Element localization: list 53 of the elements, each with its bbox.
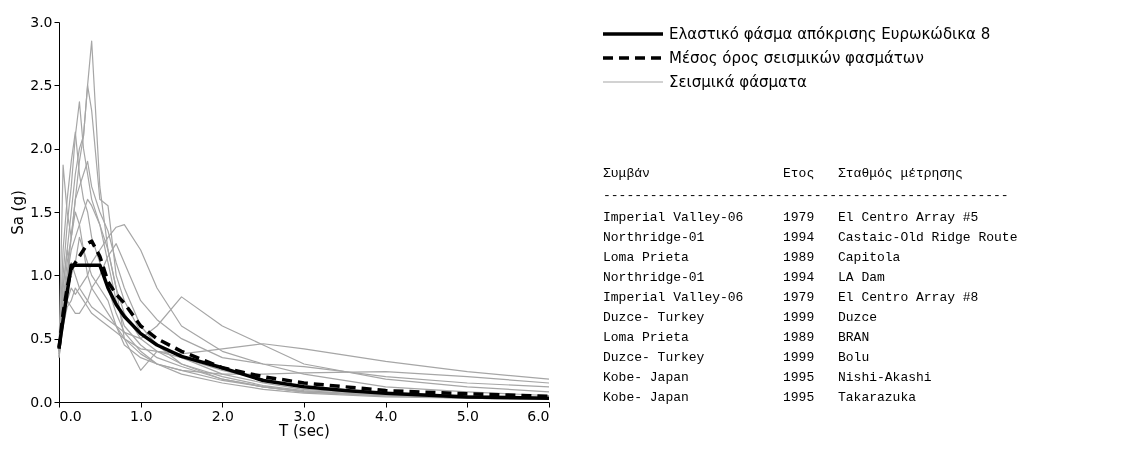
x-tick-label: 4.0	[375, 407, 398, 424]
text: 1979	[783, 210, 815, 225]
x-tick-label: 1.0	[130, 407, 153, 424]
text: 1999	[783, 310, 815, 325]
text: ----------------------------------------------------	[603, 188, 1009, 203]
x-tick-label: 3.0	[293, 407, 316, 424]
text: El Centro Array #5	[838, 210, 979, 225]
x-tick-label: 0.0	[59, 407, 82, 424]
x-tick-label: 2.0	[211, 407, 234, 424]
text: Loma Prieta	[603, 330, 690, 345]
text: Duzce	[838, 310, 878, 325]
text: 1999	[783, 350, 815, 365]
text: Συμβάν	[603, 166, 650, 181]
y-tick-label: 0.5	[30, 330, 53, 347]
text: BRAN	[838, 330, 870, 345]
text: 1995	[783, 390, 815, 405]
legend-label: Ελαστικό φάσμα απόκρισης Ευρωκώδικα 8	[669, 25, 991, 43]
text: Takarazuka	[838, 390, 917, 405]
text: El Centro Array #8	[838, 290, 979, 305]
text: Imperial Valley-06	[603, 290, 744, 305]
text: Kobe- Japan	[603, 390, 689, 405]
y-tick-label: 3.0	[30, 13, 53, 30]
text: Loma Prieta	[603, 250, 690, 265]
text: Σταθμός μέτρησης	[838, 166, 963, 181]
y-tick-label: 2.5	[30, 76, 53, 93]
x-tick-label: 6.0	[527, 407, 550, 424]
legend-label: Μέσος όρος σεισμικών φασμάτων	[669, 49, 924, 67]
text: 1994	[783, 270, 815, 285]
x-tick-label: 5.0	[456, 407, 479, 424]
y-tick-label: 1.5	[30, 203, 53, 220]
text: Nishi-Akashi	[838, 370, 932, 385]
y-tick-label: 0.0	[30, 393, 53, 410]
x-axis-title: T (sec)	[278, 421, 330, 440]
y-axis-title: Sa (g)	[9, 190, 28, 235]
text: 1995	[783, 370, 815, 385]
text: Ετος	[783, 166, 815, 181]
text: Castaic-Old Ridge Route	[838, 230, 1018, 245]
y-tick-label: 1.0	[30, 266, 53, 283]
text: Duzce- Turkey	[603, 310, 705, 325]
text: 1994	[783, 230, 815, 245]
text: Imperial Valley-06	[603, 210, 744, 225]
text: Kobe- Japan	[603, 370, 689, 385]
text: 1989	[783, 250, 815, 265]
text: Bolu	[838, 350, 870, 365]
text: Duzce- Turkey	[603, 350, 705, 365]
text: LA Dam	[838, 270, 886, 285]
text: 1979	[783, 290, 815, 305]
text: 1989	[783, 330, 815, 345]
y-tick-label: 2.0	[30, 140, 53, 157]
text: Northridge-01	[603, 230, 705, 245]
text: Northridge-01	[603, 270, 705, 285]
text: Capitola	[838, 250, 901, 265]
legend-label: Σεισμικά φάσματα	[669, 73, 808, 91]
